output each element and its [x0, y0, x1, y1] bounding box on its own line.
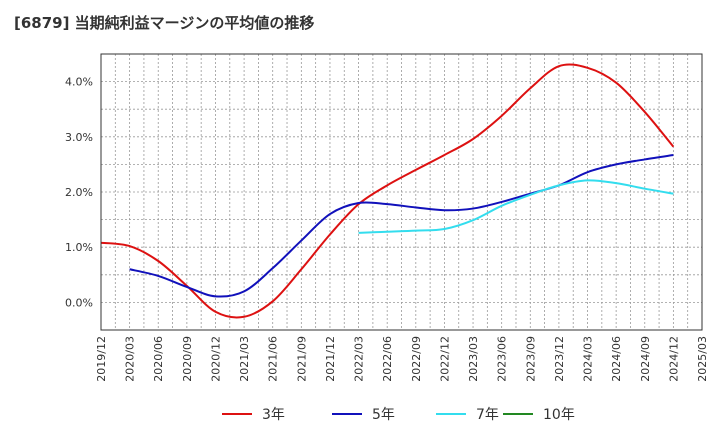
legend-item: 7年: [436, 402, 499, 426]
series-line-3年: [100, 63, 675, 319]
x-tick-label: 2021/09: [295, 336, 308, 382]
x-tick-label: 2020/12: [209, 336, 222, 382]
legend-swatch: [222, 413, 252, 415]
series-lines: [100, 63, 675, 319]
legend-label: 7年: [476, 407, 499, 423]
y-axis-ticks: 0.0% 1.0% 2.0% 3.0% 4.0%: [65, 76, 93, 310]
legend-label: 5年: [372, 407, 395, 423]
legend-label: 3年: [262, 407, 285, 423]
y-tick-label: 2.0%: [65, 186, 93, 199]
series-line-5年: [129, 154, 674, 298]
x-tick-label: 2025/03: [696, 336, 709, 382]
y-tick-label: 4.0%: [65, 76, 93, 89]
x-tick-label: 2023/09: [524, 336, 537, 382]
legend-swatch: [503, 413, 533, 415]
legend-item: 10年: [503, 402, 575, 426]
legend-label: 10年: [543, 407, 575, 423]
x-tick-label: 2023/03: [467, 336, 480, 382]
x-tick-label: 2023/12: [553, 336, 566, 382]
legend-item: 5年: [332, 402, 395, 426]
x-tick-label: 2022/12: [438, 336, 451, 382]
legend-item: 3年: [222, 402, 285, 426]
x-tick-label: 2022/03: [353, 336, 366, 382]
x-tick-label: 2024/09: [639, 336, 652, 382]
x-tick-label: 2020/06: [152, 336, 165, 382]
x-tick-label: 2024/06: [610, 336, 623, 382]
grid-lines: [101, 54, 702, 330]
legend-swatch: [332, 413, 362, 415]
legend: 3年 5年 7年 10年: [0, 402, 720, 426]
legend-swatch: [436, 413, 466, 415]
x-tick-label: 2021/03: [238, 336, 251, 382]
x-tick-label: 2021/06: [267, 336, 280, 382]
plot-frame: [100, 53, 703, 331]
x-tick-label: 2021/12: [324, 336, 337, 382]
x-tick-label: 2022/09: [410, 336, 423, 382]
x-tick-label: 2022/06: [381, 336, 394, 382]
x-tick-label: 2020/09: [181, 336, 194, 382]
x-axis-ticks: 2019/12 2020/03 2020/06 2020/09 2020/12 2021/…: [95, 336, 709, 382]
y-tick-label: 0.0%: [65, 296, 93, 309]
x-tick-label: 2023/06: [496, 336, 509, 382]
x-tick-label: 2024/03: [582, 336, 595, 382]
x-tick-label: 2020/03: [124, 336, 137, 382]
y-tick-label: 1.0%: [65, 241, 93, 254]
series-line-7年: [358, 179, 674, 234]
x-tick-label: 2019/12: [95, 336, 108, 382]
chart-title: [6879] 当期純利益マージンの平均値の推移: [14, 14, 315, 32]
x-tick-label: 2024/12: [667, 336, 680, 382]
y-tick-label: 3.0%: [65, 131, 93, 144]
